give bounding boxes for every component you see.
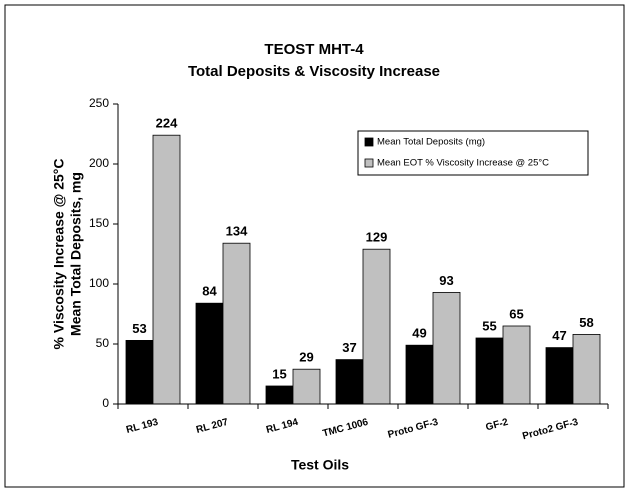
legend-label: Mean EOT % Viscosity Increase @ 25°C [377, 158, 549, 169]
chart-subtitle: Total Deposits & Viscosity Increase [188, 63, 440, 80]
bar [572, 333, 601, 405]
data-label: 58 [579, 315, 593, 330]
bar [292, 368, 321, 405]
data-label: 134 [226, 224, 248, 239]
legend-swatch [364, 137, 374, 147]
y-tick-label: 0 [102, 396, 109, 410]
data-label: 37 [342, 340, 356, 355]
bar [475, 337, 504, 405]
bar [125, 339, 154, 405]
bar [432, 291, 461, 405]
bar [405, 344, 434, 405]
legend-box [357, 130, 589, 176]
bar [362, 248, 391, 405]
y-tick-label: 200 [89, 156, 109, 170]
legend-label: Mean Total Deposits (mg) [377, 137, 485, 148]
bar [335, 359, 364, 405]
y-axis-label: Mean Total Deposits, mg [68, 172, 84, 336]
data-label: 47 [552, 328, 566, 343]
chart-frame [4, 4, 625, 488]
y-tick-label: 150 [89, 216, 109, 230]
bar [502, 325, 531, 405]
chart-title: TEOST MHT-4 [264, 41, 364, 58]
y-tick-label: 50 [96, 336, 110, 350]
bar [222, 242, 251, 405]
data-label: 55 [482, 318, 496, 333]
bar [265, 385, 294, 405]
data-label: 129 [366, 230, 388, 245]
bar [545, 347, 574, 405]
data-label: 49 [412, 326, 426, 341]
bar [195, 302, 224, 405]
data-label: 65 [509, 306, 523, 321]
y-tick-label: 250 [89, 96, 109, 110]
data-label: 53 [132, 321, 146, 336]
data-label: 93 [439, 273, 453, 288]
y-axis-label: % Viscosity Increase @ 25°C [51, 159, 67, 350]
legend-swatch [364, 158, 374, 168]
data-label: 224 [156, 116, 178, 131]
data-label: 15 [272, 366, 286, 381]
data-label: 84 [202, 284, 217, 299]
bar [152, 134, 181, 405]
data-label: 29 [299, 350, 313, 365]
x-axis-label: Test Oils [291, 457, 349, 473]
y-tick-label: 100 [89, 276, 109, 290]
